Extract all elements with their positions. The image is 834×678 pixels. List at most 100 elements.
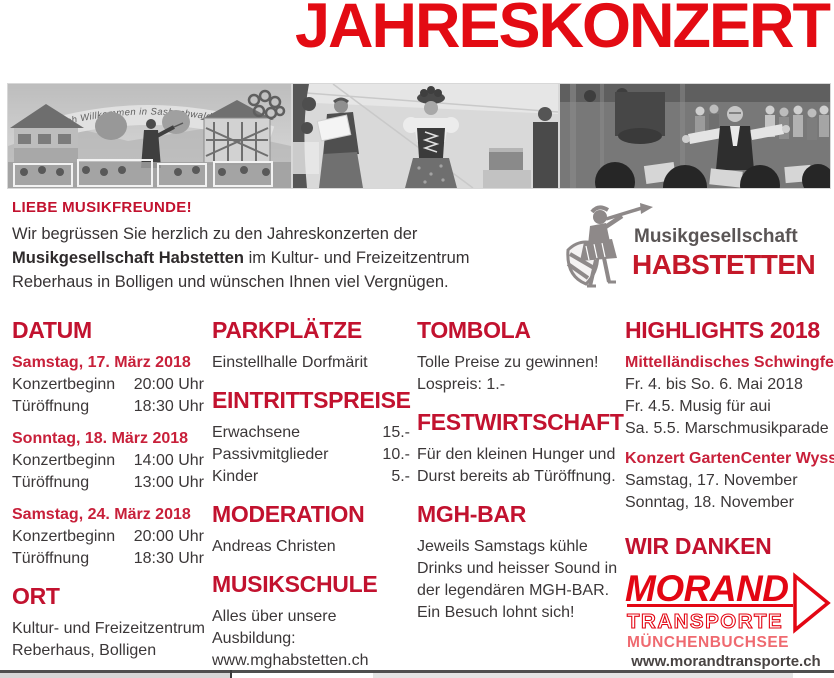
- musikschule-line: Ausbildung:: [212, 630, 296, 647]
- intro-line-3: Reberhaus in Bolligen und wünschen Ihnen…: [12, 273, 449, 291]
- tombola-line: Lospreis: 1.-: [417, 376, 506, 393]
- price-row: Passivmitglieder 10.-: [212, 444, 410, 466]
- price-row: Erwachsene 15.-: [212, 422, 410, 444]
- highlight-item-1: Mittelländisches Schwingfest Fr. 4. bis …: [625, 352, 834, 440]
- banner-photo-costume: [292, 83, 559, 189]
- wir-danken-heading: WIR DANKEN: [625, 533, 772, 559]
- schedule-row: Türöffnung 18:30 Uhr: [12, 548, 204, 570]
- sponsor-underline: [627, 604, 793, 607]
- price-row: Kinder 5.-: [212, 466, 410, 488]
- schedule-value: 14:00 Uhr: [133, 452, 204, 469]
- wreath-decoration: [247, 89, 286, 120]
- musikschule-website: www.mghabstetten.ch: [212, 652, 369, 669]
- page-title: JAHRESKONZERT: [294, 0, 831, 61]
- schedule-label: Konzertbeginn: [12, 452, 116, 469]
- parkplaetze-text: Einstellhalle Dorfmärit: [212, 354, 368, 371]
- tombola-line: Tolle Preise zu gewinnen!: [417, 354, 599, 371]
- event-date: Sonntag, 18. März 2018: [12, 430, 189, 447]
- timber-house: [200, 100, 274, 165]
- highlight-item-2: Konzert GartenCenter Wyss Samstag, 17. N…: [625, 448, 834, 514]
- schedule-value: 18:30 Uhr: [133, 550, 204, 567]
- musikschule-heading: MUSIKSCHULE: [212, 571, 378, 597]
- datum-heading: DATUM: [12, 317, 92, 343]
- sponsor-website: www.morandtransporte.ch: [630, 653, 820, 670]
- footer-rule: [0, 670, 834, 673]
- club-logo: Musikgesellschaft HABSTETTEN: [566, 203, 816, 288]
- sponsor-line2: TRANSPORTE: [627, 610, 783, 633]
- intro-line-2-rest: im Kultur- und Freizeitzentrum: [243, 249, 470, 267]
- arm: [602, 214, 624, 230]
- highlight-line: Fr. 4. bis So. 6. Mai 2018: [625, 376, 803, 393]
- footer-band: [373, 673, 793, 678]
- photo-banner: Herzlich Willkommen in Sasbachwalden: [7, 83, 831, 189]
- footer-band: [0, 673, 230, 678]
- price-value: 15.-: [382, 424, 410, 441]
- photo-frames: [13, 159, 273, 187]
- mgh-bar-line: Ein Besuch lohnt sich!: [417, 604, 575, 621]
- column-datum-ort: DATUM Samstag, 17. März 2018 Konzertbegi…: [12, 316, 205, 662]
- trumpet: [605, 206, 643, 221]
- arrow-right-icon: [793, 572, 831, 634]
- festwirtschaft-heading: FESTWIRTSCHAFT: [417, 409, 624, 435]
- woman-traditional-dress: [403, 86, 459, 188]
- event-date: Samstag, 17. März 2018: [12, 354, 191, 371]
- ort-line: Kultur- und Freizeitzentrum: [12, 620, 205, 637]
- schedule-value: 13:00 Uhr: [133, 474, 204, 491]
- mgh-bar-line: der legendären MGH-BAR.: [417, 582, 610, 599]
- highlights-heading: HIGHLIGHTS 2018: [625, 317, 820, 343]
- moderation-text: Andreas Christen: [212, 538, 336, 555]
- left-house: [10, 104, 84, 162]
- intro-section: LIEBE MUSIKFREUNDE! Wir begrüssen Sie he…: [12, 199, 560, 294]
- highlight-line: Samstag, 17. November: [625, 472, 798, 489]
- highlight-title: Mittelländisches Schwingfest: [625, 354, 834, 371]
- mgh-bar-line: Drinks und heisser Sound in: [417, 560, 618, 577]
- schedule-row: Türöffnung 13:00 Uhr: [12, 472, 204, 494]
- club-name-small: Musikgesellschaft: [634, 226, 798, 247]
- intro-line-1: Wir begrüssen Sie herzlich zu den Jahres…: [12, 225, 418, 243]
- price-label: Kinder: [212, 468, 259, 485]
- schedule-row: Konzertbeginn 20:00 Uhr: [12, 526, 204, 548]
- musikschule-line: Alles über unsere: [212, 608, 337, 625]
- chest-on-table: [483, 148, 531, 188]
- schedule-value: 18:30 Uhr: [133, 398, 204, 415]
- highlight-line: Fr. 4.5. Musig für aui: [625, 398, 771, 415]
- moderation-heading: MODERATION: [212, 501, 365, 527]
- ort-line: Reberhaus, Bolligen: [12, 642, 157, 659]
- ort-heading: ORT: [12, 583, 60, 609]
- intro-club-name: Musikgesellschaft Habstetten: [12, 249, 244, 267]
- intro-line-2: Musikgesellschaft Habstetten im Kultur- …: [12, 246, 560, 270]
- column-tombola-bar: TOMBOLA Tolle Preise zu gewinnen! Lospre…: [417, 316, 624, 624]
- plume: [590, 205, 610, 214]
- banner-photo-stage: Herzlich Willkommen in Sasbachwalden: [7, 83, 292, 189]
- schedule-value: 20:00 Uhr: [133, 376, 204, 393]
- highlight-line: Sa. 5.5. Marschmusikparade: [625, 420, 829, 437]
- club-name-big: HABSTETTEN: [632, 249, 815, 280]
- festwirtschaft-line: Durst bereits ab Türöffnung.: [417, 468, 616, 485]
- musician-heads: [20, 166, 270, 176]
- stage-equipment: [615, 92, 665, 144]
- event-group-3: Samstag, 24. März 2018 Konzertbeginn 20:…: [12, 504, 204, 570]
- trumpeter-icon: [566, 203, 653, 288]
- footer-tick: [230, 670, 232, 678]
- parkplaetze-heading: PARKPLÄTZE: [212, 317, 362, 343]
- event-group-2: Sonntag, 18. März 2018 Konzertbeginn 14:…: [12, 428, 204, 494]
- price-label: Passivmitglieder: [212, 446, 329, 463]
- sponsor-line3: MÜNCHENBUCHSEE: [627, 634, 789, 651]
- price-value: 5.-: [391, 468, 410, 485]
- price-label: Erwachsene: [212, 424, 301, 441]
- schedule-label: Türöffnung: [12, 474, 90, 491]
- sponsor-name: MORAND: [625, 570, 788, 609]
- mgh-bar-heading: MGH-BAR: [417, 501, 527, 527]
- price-value: 10.-: [382, 446, 410, 463]
- schedule-label: Türöffnung: [12, 398, 90, 415]
- conductor: [682, 106, 790, 170]
- banner-photo-conductor: [559, 83, 831, 189]
- schedule-label: Türöffnung: [12, 550, 90, 567]
- schedule-row: Türöffnung 18:30 Uhr: [12, 396, 204, 418]
- schedule-row: Konzertbeginn 20:00 Uhr: [12, 374, 204, 396]
- mgh-bar-line: Jeweils Samstags kühle: [417, 538, 588, 555]
- trumpet-bell: [640, 203, 653, 214]
- foreground-heads: [595, 162, 830, 188]
- bright-window: [293, 142, 319, 174]
- greeting-heading: LIEBE MUSIKFREUNDE!: [12, 199, 192, 216]
